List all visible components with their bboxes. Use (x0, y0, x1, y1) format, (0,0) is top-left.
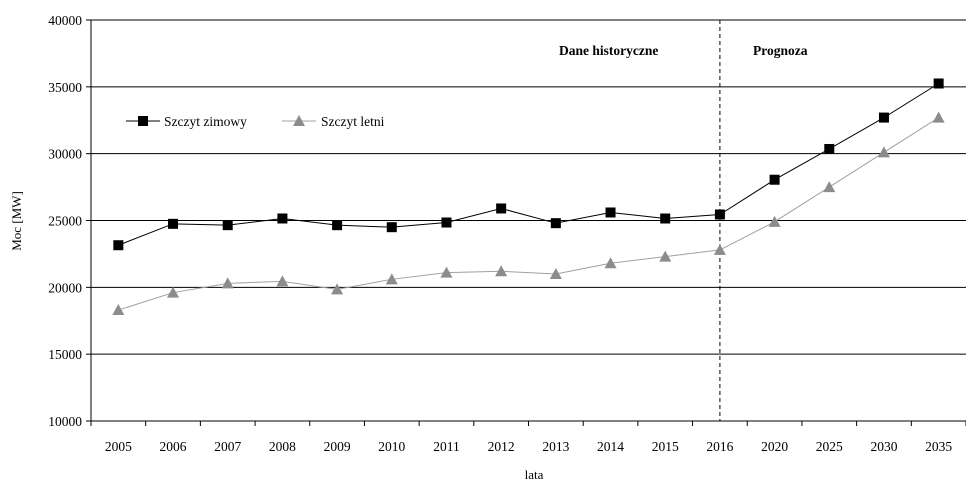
data-point-summer (112, 304, 125, 316)
y-tick-label: 15000 (48, 347, 82, 362)
x-tick-label: 2025 (816, 439, 843, 454)
x-tick-label: 2015 (652, 439, 679, 454)
legend-label-winter: Szczyt zimowy (164, 114, 247, 129)
data-point-summer (276, 275, 289, 287)
y-tick-label: 25000 (48, 214, 82, 229)
y-tick-label: 10000 (48, 414, 82, 429)
data-point-summer (713, 243, 726, 255)
data-point-winter (222, 220, 233, 231)
data-point-winter (441, 217, 452, 228)
x-tick-label: 2030 (870, 439, 897, 454)
data-point-winter (933, 78, 944, 89)
x-tick-label: 2010 (378, 439, 405, 454)
x-tick-label: 2005 (105, 439, 132, 454)
y-tick-label: 30000 (48, 147, 82, 162)
y-axis-title: Moc [MW] (9, 191, 24, 251)
data-point-summer (932, 111, 945, 123)
x-tick-label: 2009 (324, 439, 351, 454)
x-tick-label: 2035 (925, 439, 952, 454)
x-tick-label: 2011 (433, 439, 460, 454)
x-axis-title: lata (525, 467, 544, 481)
legend-marker-summer (293, 115, 305, 126)
legend-marker-winter (138, 116, 148, 126)
grid-layer (91, 19, 966, 355)
x-tick-label: 2014 (597, 439, 624, 454)
axis-layer: 10000 15000 20000 25000 30000 35000 40000 2005 2… (48, 13, 966, 454)
data-point-summer (659, 250, 672, 262)
data-point-winter (332, 220, 343, 231)
data-point-summer (768, 215, 781, 227)
data-point-summer (549, 267, 562, 279)
data-point-winter (714, 209, 725, 220)
data-point-winter (277, 213, 288, 224)
x-tick-label: 2020 (761, 439, 788, 454)
x-tick-label: 2007 (214, 439, 241, 454)
data-point-winter (605, 207, 616, 218)
data-point-summer (167, 286, 180, 298)
annotation-forecast: Prognoza (753, 43, 808, 58)
x-tick-label: 2016 (706, 439, 733, 454)
data-point-winter (168, 218, 179, 229)
y-tick-label: 20000 (48, 280, 82, 295)
data-point-summer (221, 277, 234, 289)
series-layer (112, 78, 945, 316)
data-point-winter (113, 240, 124, 251)
data-point-winter (550, 218, 561, 229)
data-point-summer (877, 146, 890, 158)
y-tick-label: 35000 (48, 80, 82, 95)
legend-label-summer: Szczyt letni (321, 114, 385, 129)
y-tick-label: 40000 (48, 13, 82, 28)
data-point-winter (824, 143, 835, 154)
annotation-historical: Dane historyczne (559, 43, 658, 58)
data-point-winter (878, 112, 889, 123)
data-point-winter (769, 174, 780, 185)
data-point-summer (385, 273, 398, 285)
x-tick-label: 2006 (160, 439, 187, 454)
legend: Szczyt zimowy Szczyt letni (126, 114, 385, 129)
x-tick-label: 2008 (269, 439, 296, 454)
data-point-summer (495, 265, 508, 277)
data-point-summer (440, 266, 453, 278)
series-line-1 (118, 117, 939, 311)
x-tick-label: 2012 (488, 439, 515, 454)
data-point-winter (496, 203, 507, 214)
data-point-winter (660, 213, 671, 224)
series-line-0 (118, 83, 939, 246)
x-tick-label: 2013 (542, 439, 569, 454)
data-point-summer (604, 257, 617, 269)
data-point-summer (331, 283, 344, 295)
data-point-winter (386, 222, 397, 233)
data-point-summer (823, 181, 836, 193)
